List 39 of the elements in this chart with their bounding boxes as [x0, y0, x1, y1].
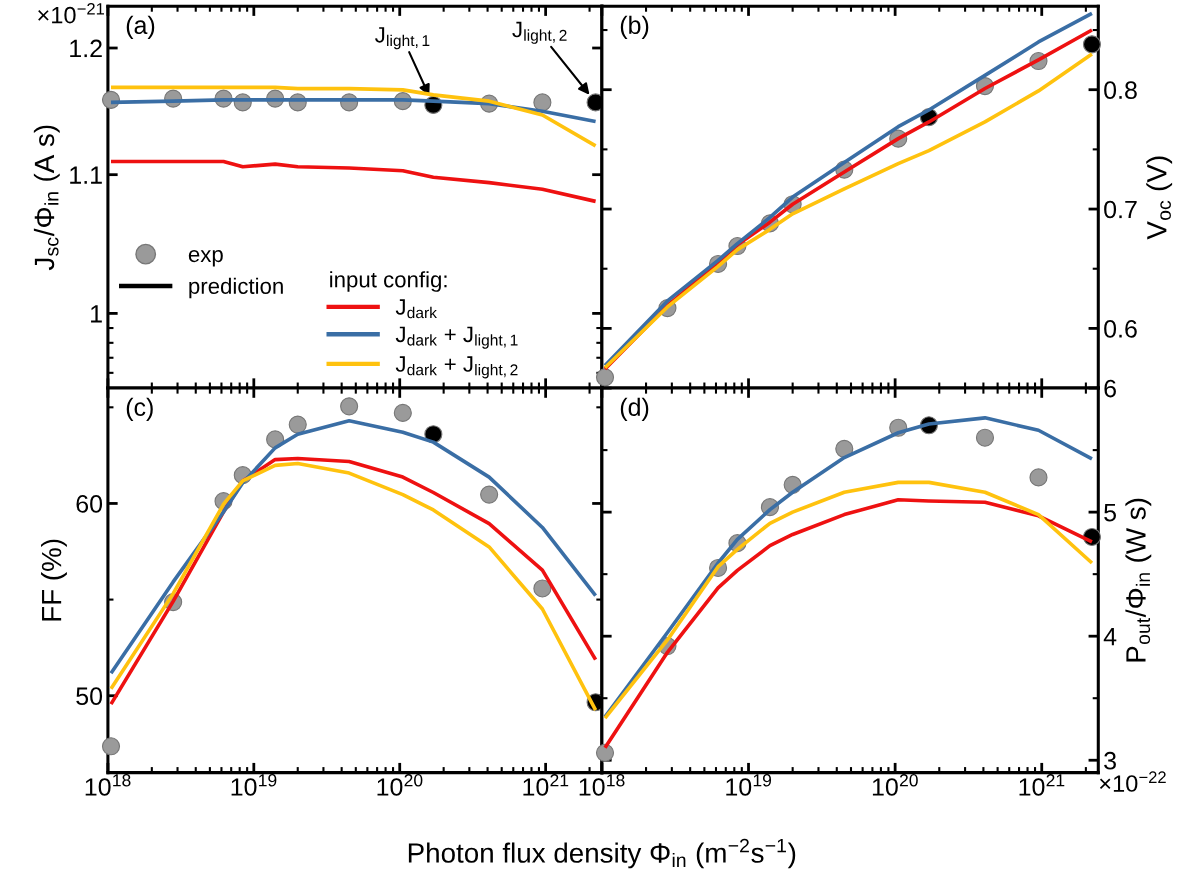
y-tick-label: 1.2: [70, 39, 102, 58]
annotation: (d): [620, 397, 649, 421]
y-axis-title: FF (%): [41, 539, 67, 621]
y-tick-label: 5: [1104, 503, 1116, 522]
x-tick-label: 10$^{18}$: [85, 774, 131, 796]
annotation: prediction: [189, 277, 283, 299]
y-tick-label: 60: [76, 495, 103, 513]
text: ×10$^{−22}$: [1099, 771, 1166, 792]
annotation: (a): [126, 15, 155, 39]
y-tick-label: 4: [1103, 628, 1117, 646]
x-tick-label: 10$^{19}$: [726, 774, 772, 796]
x-tick-label: 10$^{20}$: [872, 774, 918, 796]
annotation: J$_{light,2}$: [512, 21, 567, 44]
y-tick-label: 1.1: [70, 166, 102, 184]
y-axis-title: V$_{oc}$ (V): [1146, 156, 1173, 240]
annotation: (b): [620, 15, 649, 39]
legend-label: exp: [188, 249, 223, 267]
legend-label: J$_{dark}$ + J$_{light,1}$: [395, 326, 518, 349]
legend-label: J$_{dark}$ + J$_{light,2}$: [395, 356, 518, 379]
y-axis-title: J$_{sc}$/Φ$_{in}$ (A s): [33, 125, 60, 271]
y-tick-label: 3: [1104, 751, 1116, 770]
x-tick-label: 10$^{18}$: [579, 774, 625, 796]
x-tick-label: 10$^{21}$: [1019, 774, 1065, 796]
y-tick-label: 0.8: [1104, 81, 1137, 100]
y-axis-title: P$_{out}$/Φ$_{in}$ (W s): [1125, 498, 1152, 662]
legend-label: J$_{dark}$: [395, 299, 437, 319]
x-axis-title: Photon flux density Φ$_{in}$ (m$^{−2}$s$^{−1}$): [408, 838, 796, 869]
x-tick-label: 10$^{19}$: [231, 774, 277, 796]
text: ×10$^{−21}$: [38, 2, 104, 24]
annotation: (c): [126, 397, 153, 421]
x-tick-label: 10$^{21}$: [523, 774, 569, 796]
y-tick-label: 50: [76, 687, 103, 706]
y-tick-label: 6: [1104, 379, 1116, 398]
x-tick-label: 10$^{20}$: [377, 774, 423, 796]
annotation: J$_{light,1}$: [375, 27, 430, 50]
legend-title: input config:: [330, 271, 447, 292]
y-tick-label: 0.6: [1104, 320, 1137, 338]
y-tick-label: 0.7: [1104, 200, 1137, 219]
y-tick-label: 1: [91, 305, 102, 323]
